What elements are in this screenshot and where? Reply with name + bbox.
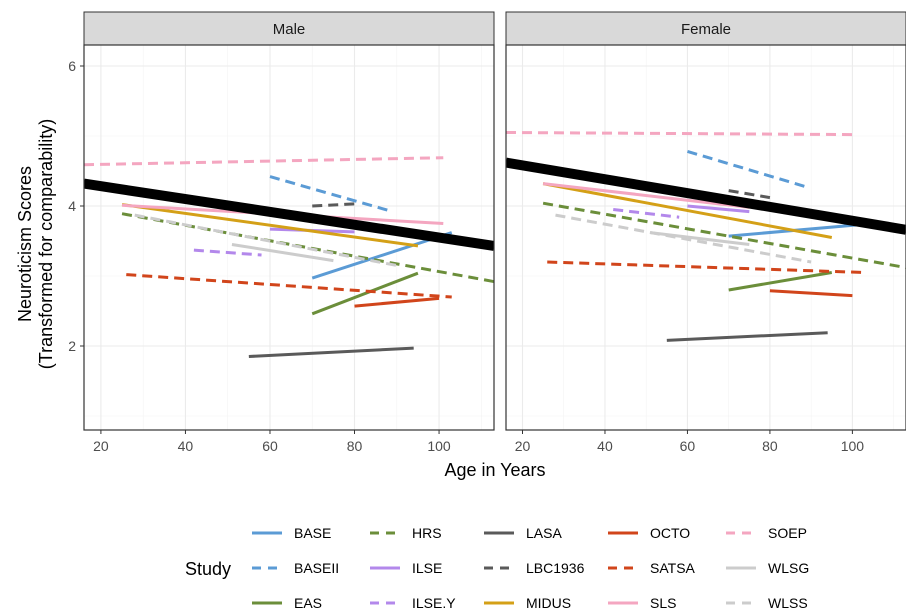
x-axis-title: Age in Years — [444, 460, 545, 480]
strip-label-female: Female — [681, 21, 731, 38]
x-tick-label-female: 40 — [597, 438, 613, 454]
legend-label-satsa: SATSA — [650, 560, 696, 576]
legend-label-base: BASE — [294, 525, 331, 541]
x-tick-label-male: 80 — [347, 438, 363, 454]
legend-label-wlss: WLSS — [768, 595, 808, 611]
overall-trend-line-female — [506, 157, 906, 235]
series-line-hrs-female — [542, 201, 906, 270]
x-tick-label-male: 60 — [262, 438, 278, 454]
series-line-satsa-male — [126, 273, 452, 299]
legend-item-soep: SOEP — [726, 525, 807, 541]
legend-label-lasa: LASA — [526, 525, 562, 541]
series-lines-female — [506, 131, 906, 342]
legend-label-ilse-y: ILSE.Y — [412, 595, 456, 611]
legend-item-sls: SLS — [608, 595, 676, 611]
x-tick-label-male: 100 — [427, 438, 451, 454]
y-axis-title-line2: (Transformed for comparability) — [36, 119, 56, 369]
legend-items: BASE BASEII EAS HRS ILSE ILSE.Y LASA LBC1936 MID… — [252, 525, 809, 611]
series-line-wlsg-male — [231, 243, 334, 263]
legend-item-lbc1936: LBC1936 — [484, 560, 585, 576]
x-tick-label-female: 80 — [762, 438, 778, 454]
series-line-baseii-male — [269, 175, 393, 214]
legend-label-sls: SLS — [650, 595, 676, 611]
gridlines-female — [506, 45, 906, 430]
legend-item-satsa: SATSA — [608, 560, 696, 576]
series-line-soep-male — [84, 156, 444, 167]
axis-titles: Age in Years Neuroticism Scores (Transfo… — [15, 119, 546, 480]
y-axis: 2 4 6 — [68, 58, 84, 354]
legend-item-hrs: HRS — [370, 525, 442, 541]
series-line-lbc1936-female — [728, 189, 771, 200]
panel-male: Male 20 40 60 80 100 — [83, 11, 495, 454]
series-line-lbc1936-male — [312, 202, 355, 208]
legend-item-octo: OCTO — [608, 525, 690, 541]
panel-background-female — [506, 45, 906, 430]
series-line-ilse-y-male — [193, 248, 262, 257]
series-line-baseii-female — [687, 149, 808, 189]
gridlines-male — [84, 45, 494, 430]
strip-label-male: Male — [273, 21, 306, 38]
legend-title: Study — [185, 559, 231, 579]
legend-item-eas: EAS — [252, 595, 322, 611]
series-line-sls-female — [542, 182, 750, 209]
x-tick-label-female: 100 — [841, 438, 865, 454]
legend-item-lasa: LASA — [484, 525, 562, 541]
legend-item-baseii: BASEII — [252, 560, 339, 576]
legend-item-wlsg: WLSG — [726, 560, 809, 576]
legend-item-ilse-y: ILSE.Y — [370, 595, 456, 611]
y-tick-label: 6 — [68, 58, 76, 74]
legend-label-lbc1936: LBC1936 — [526, 560, 585, 576]
panels: Male 20 40 60 80 100 Female 20 40 60 80 100 2 4 6 — [68, 11, 906, 454]
y-axis-title-line1: Neuroticism Scores — [15, 166, 35, 322]
series-line-wlss-female — [555, 213, 812, 264]
x-tick-label-female: 60 — [680, 438, 696, 454]
x-tick-label-male: 40 — [178, 438, 194, 454]
series-line-soep-female — [506, 131, 857, 137]
series-line-midus-female — [542, 182, 833, 239]
legend-item-midus: MIDUS — [484, 595, 571, 611]
series-line-eas-female — [728, 271, 833, 292]
legend-label-octo: OCTO — [650, 525, 690, 541]
legend-item-wlss: WLSS — [726, 595, 808, 611]
overall-trend-line-male — [84, 178, 494, 251]
panel-female: Female 20 40 60 80 100 — [505, 11, 906, 454]
legend-label-eas: EAS — [294, 595, 322, 611]
series-line-midus-male — [121, 203, 419, 248]
series-line-wlss-male — [134, 213, 398, 267]
legend-label-ilse: ILSE — [412, 560, 442, 576]
series-line-eas-male — [311, 271, 419, 316]
legend-label-wlsg: WLSG — [768, 560, 809, 576]
x-tick-label-female: 20 — [515, 438, 531, 454]
legend-label-soep: SOEP — [768, 525, 807, 541]
series-line-satsa-female — [547, 260, 865, 274]
legend: Study BASE BASEII EAS HRS ILSE ILSE.Y LASA LBC1… — [185, 525, 809, 611]
legend-label-midus: MIDUS — [526, 595, 571, 611]
legend-item-ilse: ILSE — [370, 560, 442, 576]
series-line-ilse-y-female — [613, 208, 680, 219]
legend-item-base: BASE — [252, 525, 331, 541]
series-line-lasa-female — [666, 331, 828, 342]
series-line-ilse-female — [687, 204, 750, 214]
panel-border-male — [83, 44, 495, 431]
x-tick-label-male: 20 — [93, 438, 109, 454]
legend-label-hrs: HRS — [412, 525, 442, 541]
series-lines-male — [84, 156, 494, 358]
series-line-lasa-male — [248, 346, 414, 358]
series-line-octo-male — [354, 296, 440, 308]
series-line-octo-female — [769, 289, 853, 298]
legend-label-baseii: BASEII — [294, 560, 339, 576]
strip-male — [83, 11, 495, 46]
panel-border-female — [505, 44, 906, 431]
y-tick-label: 4 — [68, 198, 76, 214]
y-tick-label: 2 — [68, 338, 76, 354]
